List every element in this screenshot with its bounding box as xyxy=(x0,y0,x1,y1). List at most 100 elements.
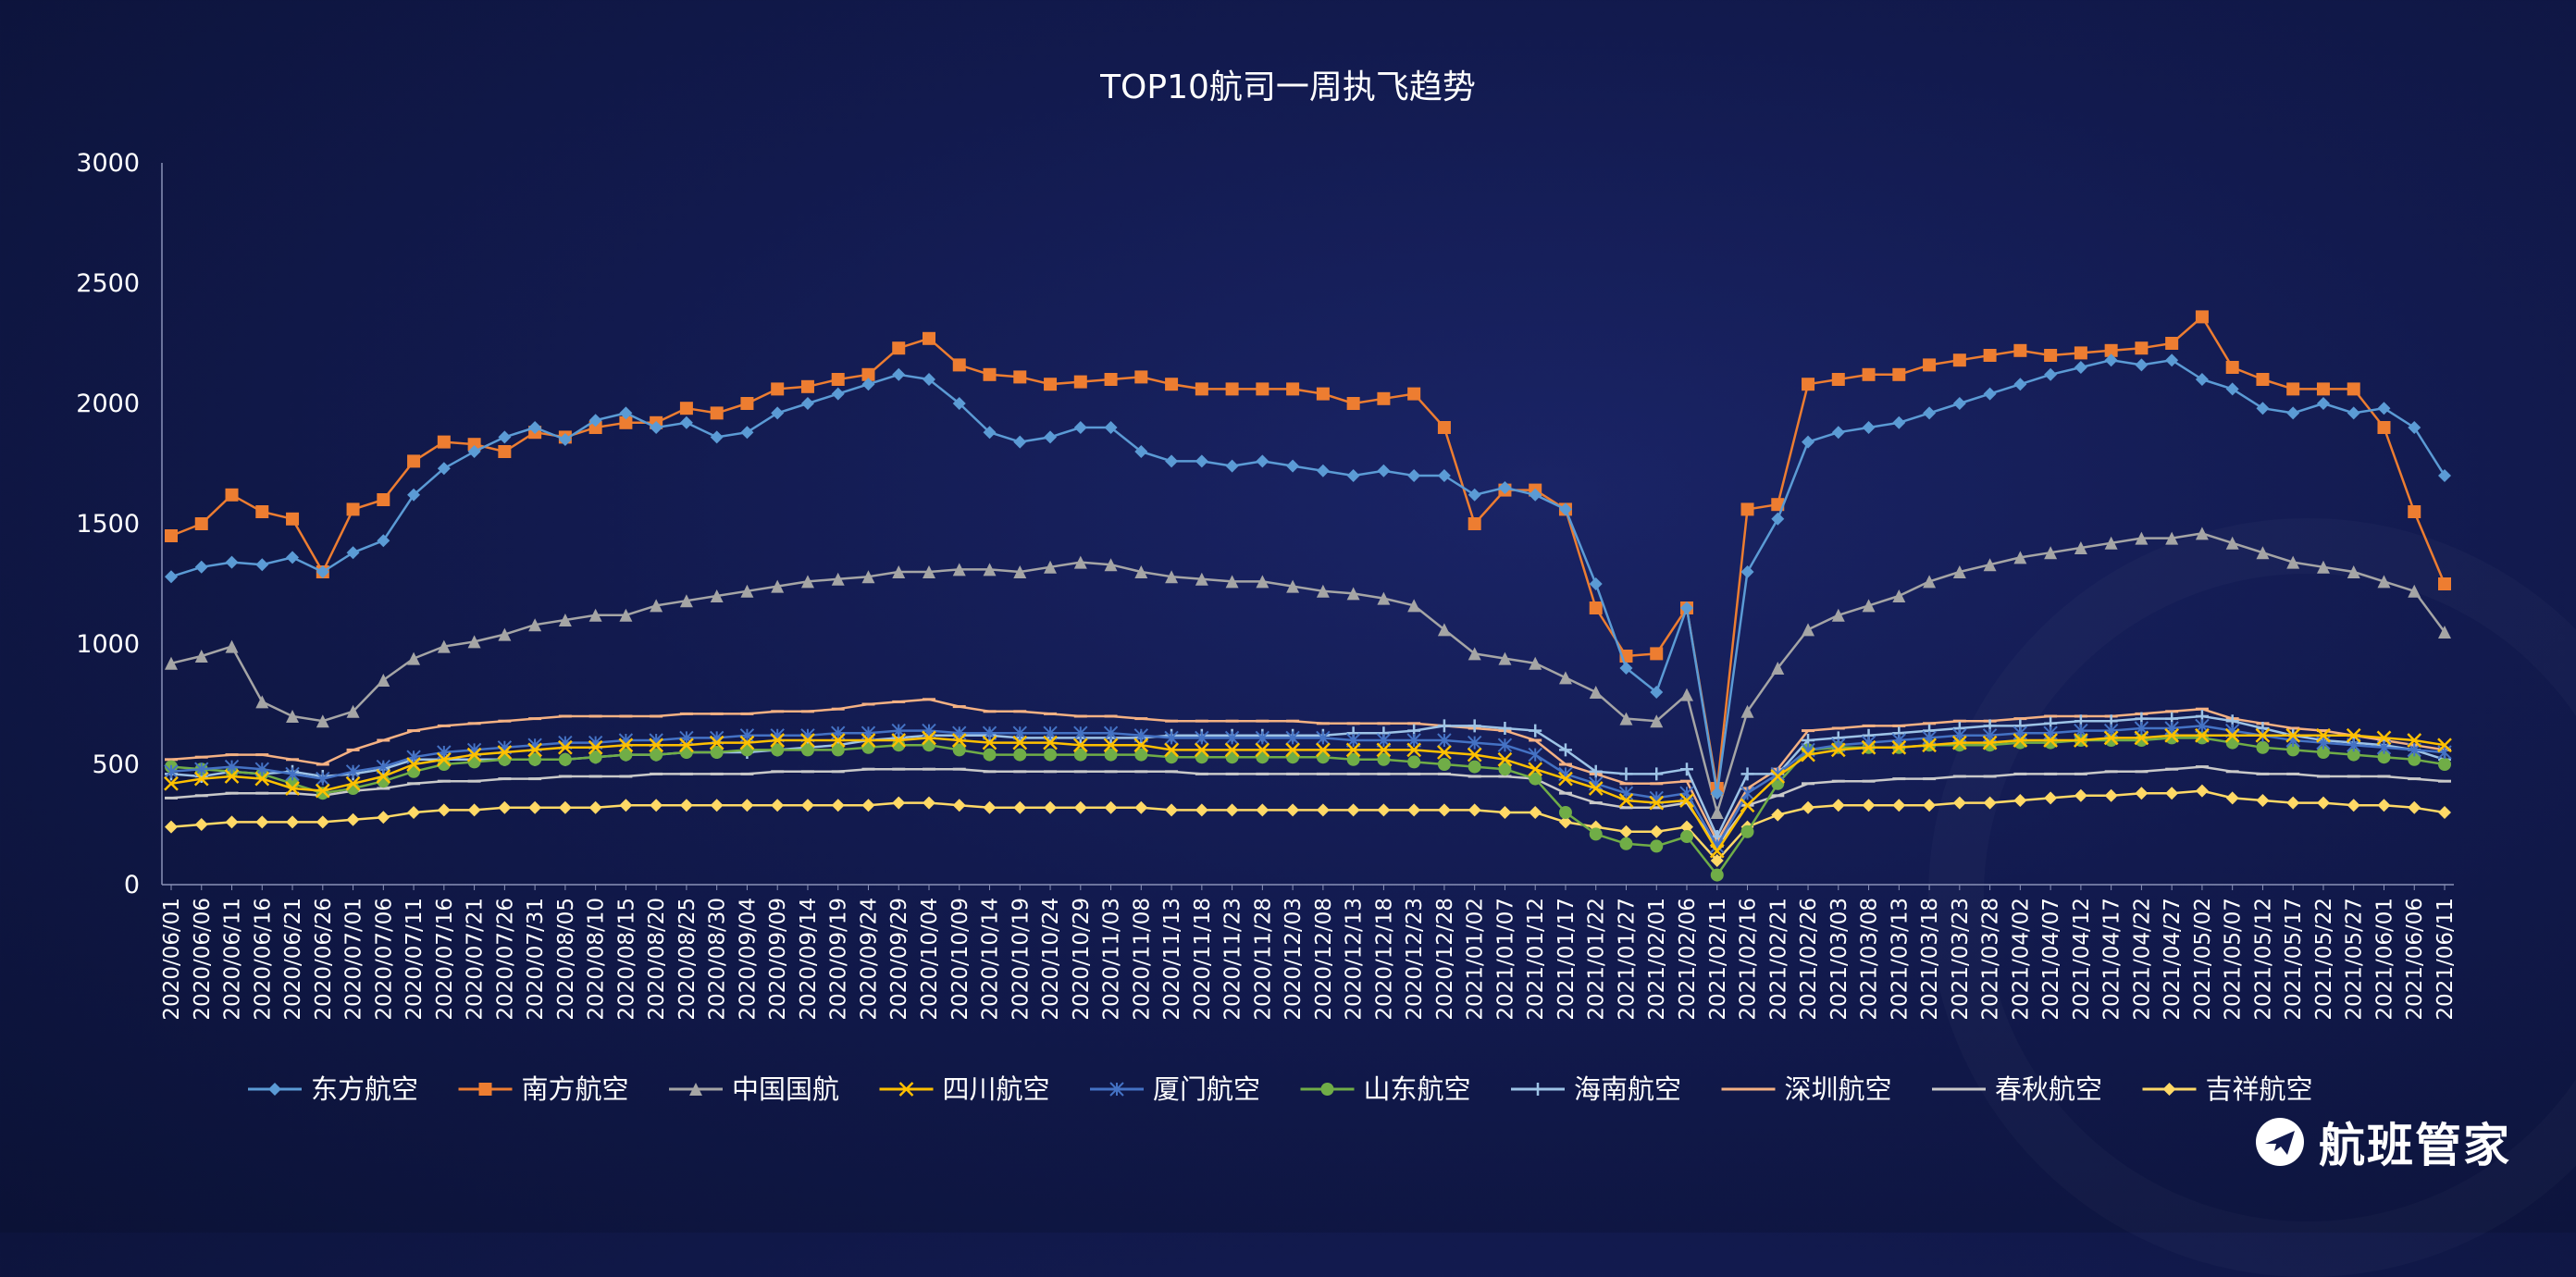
data-point xyxy=(1740,704,1754,718)
series-四川航空 xyxy=(164,727,2452,859)
data-point xyxy=(800,575,814,589)
x-tick-label: 2020/12/03 xyxy=(1282,898,1306,1021)
data-point xyxy=(437,435,451,449)
data-point xyxy=(1831,608,1845,622)
data-point xyxy=(1680,688,1693,701)
data-point xyxy=(1983,558,1997,572)
data-point xyxy=(2044,791,2058,805)
x-tick-label: 2021/03/03 xyxy=(1827,898,1852,1021)
data-point xyxy=(558,433,572,446)
data-point xyxy=(528,421,542,434)
data-point xyxy=(1437,421,1451,434)
legend-marker xyxy=(1320,1083,1334,1096)
data-point xyxy=(1891,739,1907,755)
data-point xyxy=(740,426,754,440)
data-point xyxy=(619,415,633,429)
data-point xyxy=(1740,786,1755,800)
data-point xyxy=(466,747,482,762)
data-point xyxy=(983,748,997,762)
data-point xyxy=(1892,415,1906,429)
data-point xyxy=(588,800,602,814)
data-point xyxy=(1862,799,1876,812)
data-point xyxy=(770,733,786,748)
legend-label: 春秋航空 xyxy=(1995,1073,2102,1105)
legend-item: 四川航空 xyxy=(879,1073,1050,1105)
data-point xyxy=(2225,382,2239,396)
data-point xyxy=(1406,742,1422,758)
data-point xyxy=(377,493,390,506)
legend-item: 吉祥航空 xyxy=(2142,1073,2313,1105)
data-point xyxy=(1801,747,1815,762)
data-point xyxy=(1134,445,1148,458)
data-point xyxy=(1497,738,1513,752)
data-point xyxy=(1286,382,1300,396)
legend-marker xyxy=(478,1083,492,1096)
x-tick-label: 2020/08/05 xyxy=(554,898,578,1021)
data-point xyxy=(558,752,572,766)
data-point xyxy=(1952,397,1966,410)
data-point xyxy=(771,406,785,420)
x-tick-label: 2020/08/15 xyxy=(614,898,638,1021)
data-point xyxy=(1224,742,1240,758)
data-point xyxy=(1256,382,1269,396)
data-point xyxy=(1407,387,1421,401)
data-point xyxy=(2256,373,2270,386)
data-point xyxy=(1862,367,1876,381)
data-point xyxy=(1407,755,1421,769)
data-point xyxy=(467,438,481,452)
legend-marker xyxy=(268,1083,281,1096)
data-point xyxy=(2104,353,2118,367)
data-point xyxy=(1407,803,1421,817)
data-point xyxy=(1285,730,1300,746)
x-tick-label: 2020/12/13 xyxy=(1343,898,1367,1021)
data-point xyxy=(1619,712,1633,725)
x-tick-label: 2020/10/09 xyxy=(948,898,972,1021)
data-point xyxy=(467,755,481,769)
data-point xyxy=(1952,796,1966,810)
data-point xyxy=(2347,565,2360,578)
data-point xyxy=(164,775,179,791)
data-point xyxy=(1650,686,1664,699)
data-point xyxy=(1286,579,1300,593)
data-point xyxy=(2044,546,2058,560)
data-point xyxy=(2316,382,2330,396)
data-point xyxy=(861,733,876,748)
data-point xyxy=(407,651,421,665)
x-tick-label: 2020/11/28 xyxy=(1251,898,1275,1021)
data-point xyxy=(710,406,724,420)
data-point xyxy=(1073,555,1087,569)
data-point xyxy=(557,739,573,755)
data-point xyxy=(1225,803,1239,817)
data-point xyxy=(588,739,603,755)
data-point xyxy=(1316,464,1330,477)
x-tick-label: 2020/12/08 xyxy=(1312,898,1336,1021)
data-point xyxy=(891,733,907,748)
data-point xyxy=(1528,762,1543,777)
x-tick-label: 2021/02/06 xyxy=(1676,898,1700,1021)
data-point xyxy=(2104,788,2118,802)
data-point xyxy=(800,799,814,812)
data-point xyxy=(1044,800,1058,814)
data-point xyxy=(1164,730,1179,746)
series-深圳航空 xyxy=(165,698,2451,843)
series-line xyxy=(170,725,2446,848)
data-point xyxy=(225,639,239,653)
data-point xyxy=(1923,358,1937,372)
data-point xyxy=(2013,794,2027,807)
data-point xyxy=(1528,747,1542,762)
data-point xyxy=(1377,591,1391,605)
data-point xyxy=(679,415,693,429)
data-point xyxy=(1558,502,1572,516)
data-point xyxy=(1345,742,1361,758)
data-point xyxy=(407,488,421,502)
y-tick-label: 3000 xyxy=(76,149,140,178)
data-point xyxy=(1952,353,1966,367)
data-point xyxy=(1650,824,1664,838)
data-point xyxy=(1589,577,1603,590)
data-point xyxy=(922,730,936,746)
data-point xyxy=(1346,469,1360,482)
data-point xyxy=(649,738,664,753)
x-tick-label: 2020/10/19 xyxy=(1009,898,1033,1021)
data-point xyxy=(1892,367,1906,381)
data-point xyxy=(831,373,845,386)
